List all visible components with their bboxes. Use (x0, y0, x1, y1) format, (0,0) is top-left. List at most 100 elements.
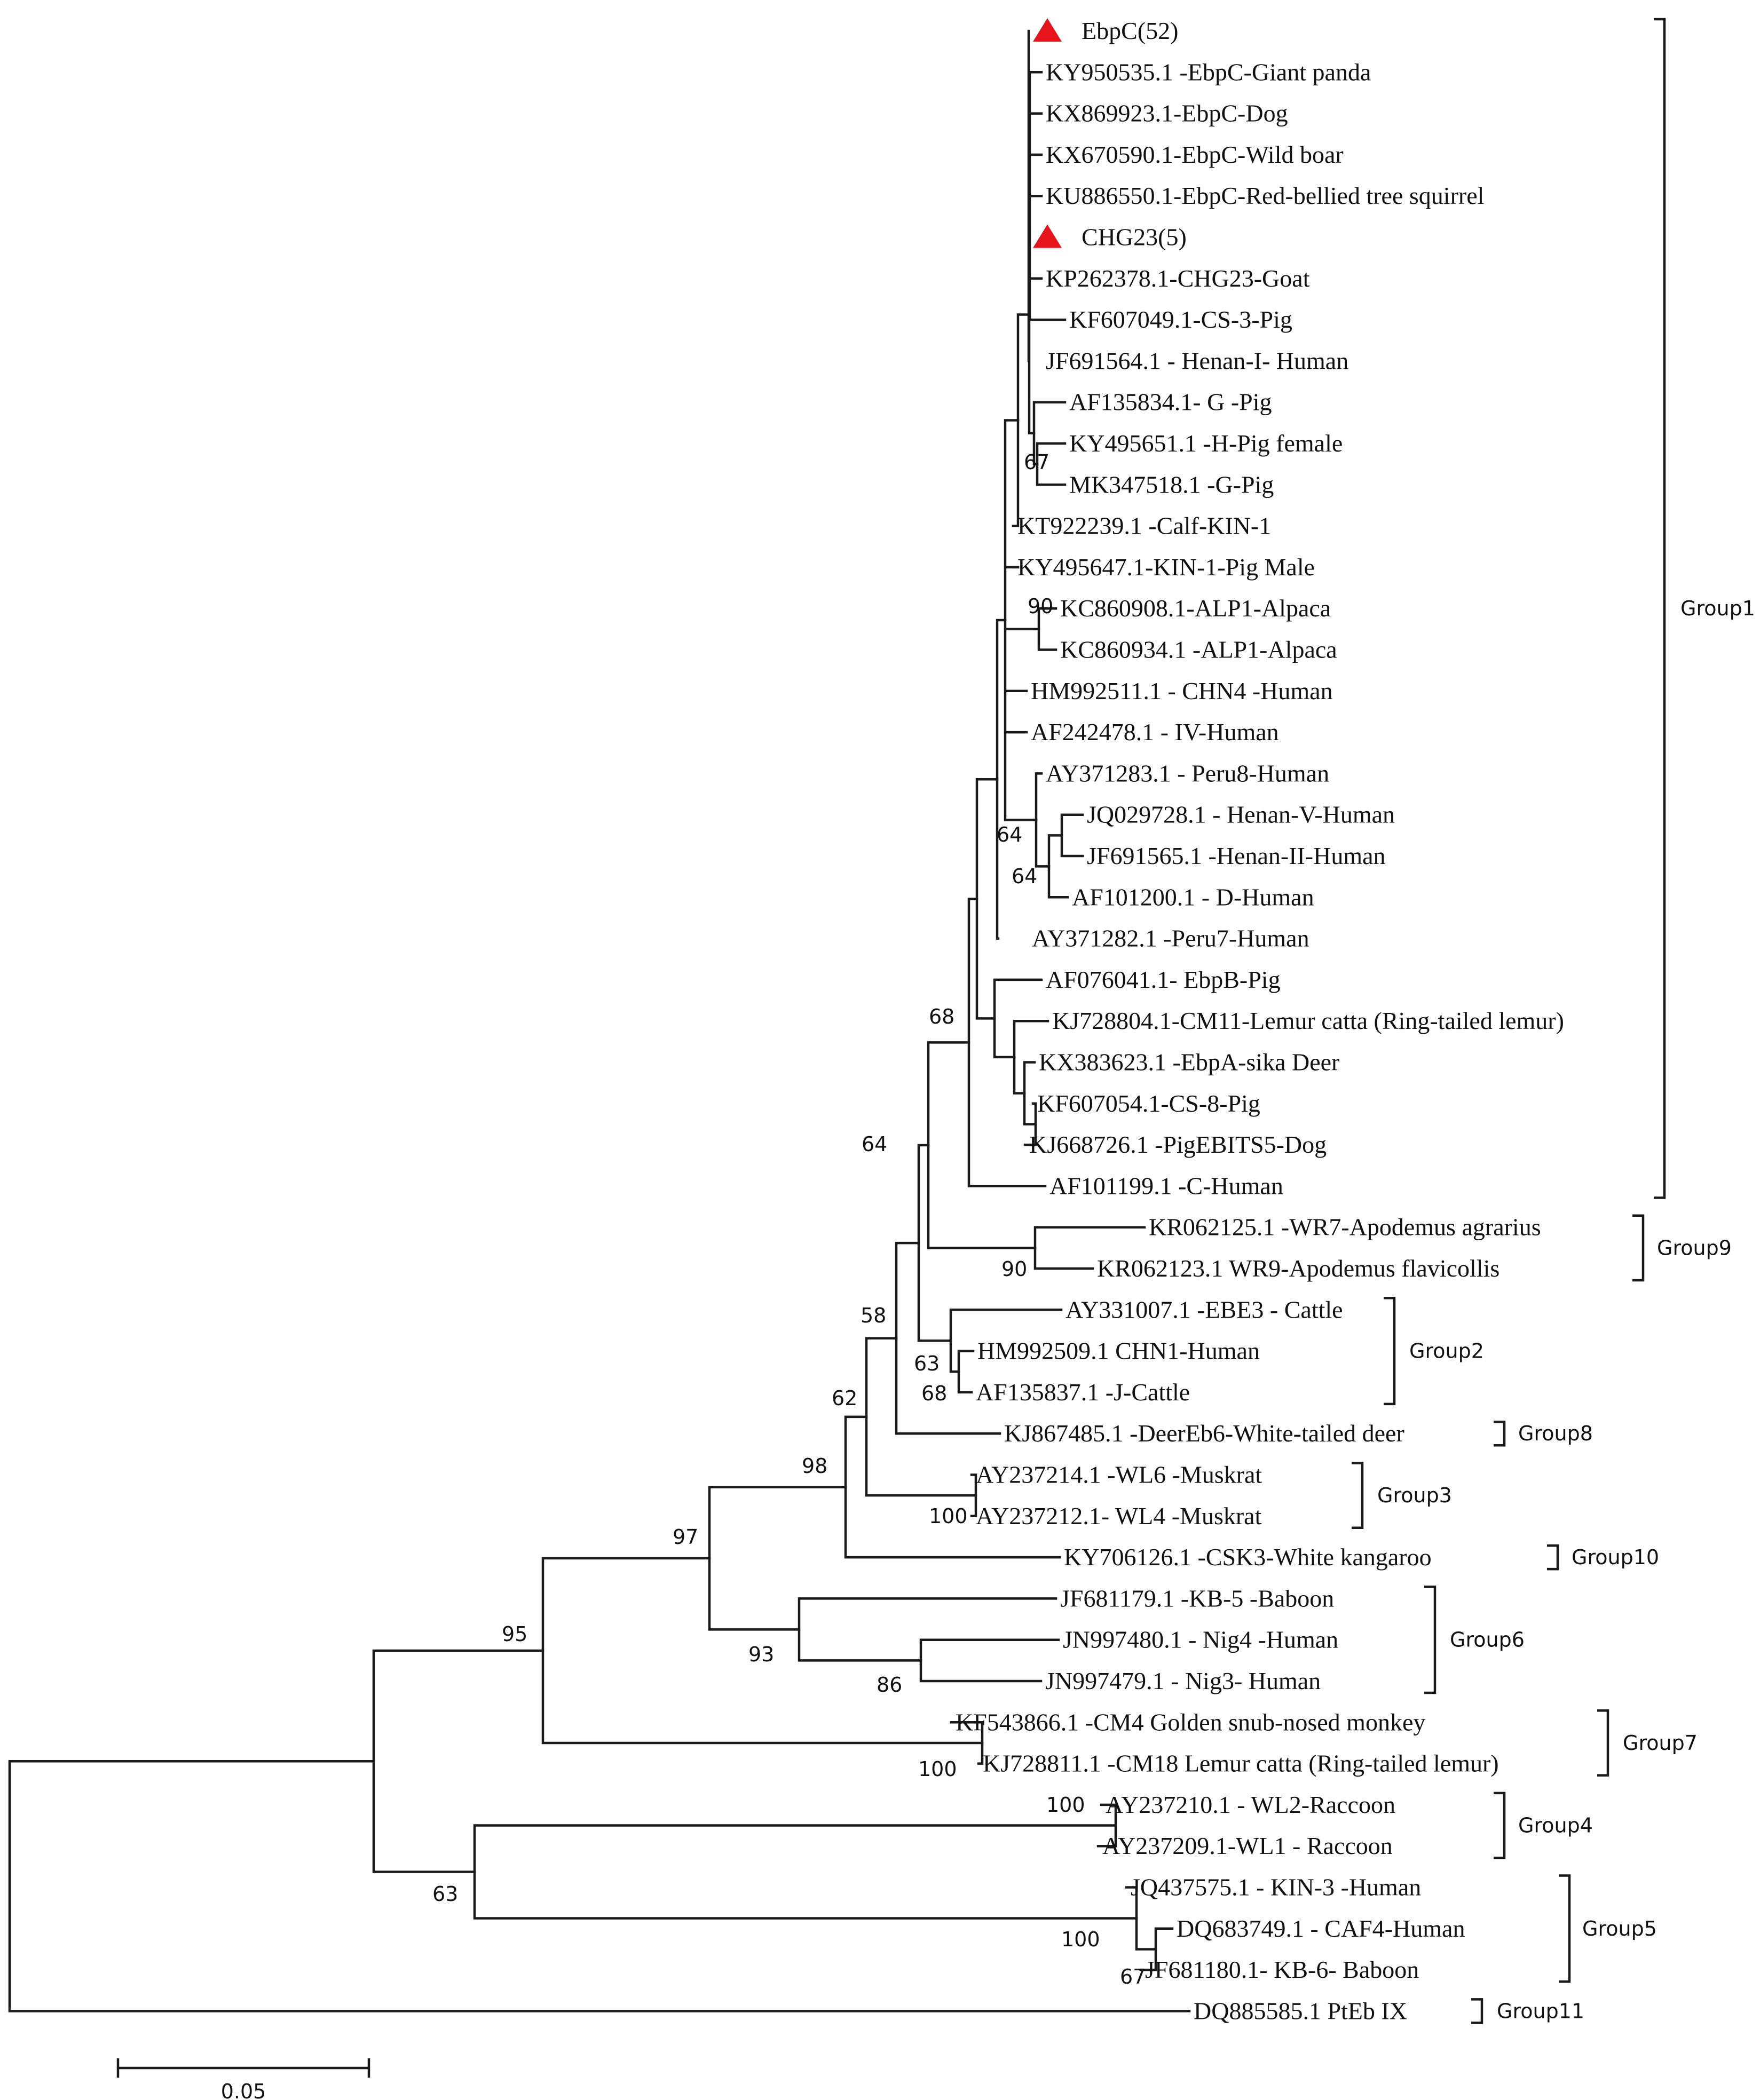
scale-bar: 0.05 (116, 2058, 370, 2100)
taxon-label: JF691564.1 - Henan-I- Human (1046, 347, 1348, 374)
taxon-label: AY237210.1 - WL2-Raccoon (1106, 1791, 1395, 1818)
taxon-label: AY371283.1 - Peru8-Human (1046, 759, 1329, 787)
bootstrap-value: 62 (832, 1386, 857, 1410)
branch-s1 (957, 1350, 975, 1394)
group-bracket (1547, 1544, 1559, 1571)
bootstrap-value: 90 (1001, 1257, 1027, 1281)
taxon-label: AF135837.1 -J-Cattle (976, 1378, 1190, 1406)
taxon-label: JQ437575.1 - KIN-3 -Human (1131, 1874, 1421, 1901)
bootstrap-value: 90 (1028, 595, 1053, 618)
taxon-label: AF101200.1 - D-Human (1072, 883, 1314, 910)
group-label: Group4 (1518, 1814, 1593, 1837)
group-brackets (1352, 18, 1666, 2024)
group-bracket (1424, 1586, 1437, 1694)
branch-n3 (927, 1041, 1037, 1249)
bootstrap-value: 64 (997, 823, 1022, 846)
group-bracket (1471, 1998, 1483, 2024)
bootstrap-value: 63 (914, 1352, 940, 1375)
taxon-label: AY237209.1-WL1 - Raccoon (1102, 1832, 1393, 1859)
branch-j (798, 1597, 1057, 1662)
taxon-label: HM992511.1 - CHN4 -Human (1031, 677, 1333, 704)
group-label: Group1 (1680, 597, 1755, 620)
bootstrap-value: 67 (1024, 450, 1049, 474)
taxon-label: KF607054.1-CS-8-Pig (1037, 1090, 1260, 1117)
bootstrap-value: 97 (673, 1525, 698, 1549)
branch-v (473, 1824, 1138, 1920)
bootstrap-value: 68 (929, 1005, 954, 1028)
taxon-label: JF691565.1 -Henan-II-Human (1087, 842, 1386, 869)
branch-n2 (917, 1144, 952, 1342)
group-bracket (1559, 1874, 1571, 1983)
taxon-label: KJ867485.1 -DeerEb6-White-tailed deer (1004, 1420, 1404, 1447)
taxon-label: AF135834.1- G -Pig (1069, 389, 1272, 416)
taxon-label: KJ728804.1-CM11-Lemur catta (Ring-tailed… (1052, 1007, 1564, 1034)
taxon-label: KT922239.1 -Calf-KIN-1 (1017, 512, 1271, 540)
group-bracket (1494, 1792, 1506, 1859)
group-label: Group3 (1377, 1484, 1452, 1507)
taxon-label: AY371282.1 -Peru7-Human (1032, 925, 1309, 952)
group-label: Group11 (1497, 1999, 1584, 2023)
taxon-label: KC860908.1-ALP1-Alpaca (1060, 595, 1331, 622)
group-label: Group10 (1572, 1546, 1659, 1569)
taxon-label: AF076041.1- EbpB-Pig (1046, 966, 1281, 993)
taxon-label: DQ683749.1 - CAF4-Human (1177, 1915, 1465, 1942)
taxon-label: MK347518.1 -G-Pig (1069, 471, 1274, 498)
taxon-label: KY950535.1 -EbpC-Giant panda (1046, 58, 1371, 85)
highlight-markers (1033, 18, 1062, 248)
bootstrap-value: 100 (1061, 1928, 1100, 1951)
group-label: Group7 (1623, 1731, 1698, 1755)
taxon-label: AY331007.1 -EBE3 - Cattle (1066, 1296, 1343, 1323)
bootstrap-value: 95 (502, 1622, 527, 1646)
taxon-label: KF607049.1-CS-3-Pig (1069, 306, 1292, 333)
branch-g3 (1060, 813, 1084, 858)
group-bracket (1654, 18, 1666, 1199)
branch-a (1004, 419, 1040, 821)
taxon-label: JF681180.1- KB-6- Baboon (1145, 1956, 1419, 1983)
taxon-label: KJ668726.1 -PigEBITS5-Dog (1029, 1131, 1327, 1158)
group-bracket (1494, 1420, 1506, 1447)
taxon-label: AF101199.1 -C-Human (1049, 1172, 1283, 1199)
taxon-label: CHG23(5) (1082, 224, 1187, 251)
red-triangle-icon (1033, 18, 1062, 42)
taxon-label: AF242478.1 - IV-Human (1031, 718, 1279, 746)
group-labels: Group1 Group9 Group2 Group8 Group3 Group10 Gro… (1377, 597, 1755, 2023)
taxon-labels: EbpC(52) KY950535.1 -EbpC-Giant panda KX86… (956, 17, 1564, 2024)
taxon-label: JN997480.1 - Nig4 -Human (1063, 1626, 1338, 1653)
scale-bar-label: 0.05 (221, 2080, 266, 2100)
taxon-label: AY237214.1 -WL6 -Muskrat (976, 1461, 1262, 1488)
group-label: Group2 (1409, 1340, 1484, 1363)
bootstrap-value: 58 (861, 1304, 886, 1327)
taxon-label: JF681179.1 -KB-5 -Baboon (1060, 1584, 1334, 1612)
bootstrap-value: 64 (1012, 865, 1037, 888)
bootstrap-value: 100 (918, 1757, 957, 1781)
taxon-label: KX869923.1-EbpC-Dog (1046, 100, 1288, 127)
bootstrap-value: 67 (1120, 1965, 1146, 1988)
red-triangle-icon (1033, 224, 1062, 248)
taxon-label: KR062123.1 WR9-Apodemus flavicollis (1097, 1255, 1499, 1282)
bootstrap-value: 93 (748, 1643, 774, 1666)
branch-h2 (1023, 1061, 1037, 1126)
taxon-label: KX670590.1-EbpC-Wild boar (1046, 141, 1344, 168)
bootstrap-value: 100 (1046, 1793, 1085, 1817)
branch-H (993, 978, 1043, 1059)
group-label: Group9 (1657, 1236, 1732, 1259)
branch-W (372, 1649, 544, 1873)
bootstrap-value: 86 (877, 1673, 902, 1697)
scale-bar-line (116, 2058, 370, 2078)
branch-q (708, 1486, 847, 1631)
group-bracket (1597, 1709, 1609, 1777)
group-bracket (1632, 1214, 1645, 1282)
taxon-label: KX383623.1 -EbpA-sika Deer (1039, 1049, 1339, 1076)
taxon-label: KR062125.1 -WR7-Apodemus agrarius (1149, 1214, 1541, 1241)
group-bracket (1384, 1297, 1396, 1406)
taxon-label: KJ728811.1 -CM18 Lemur catta (Ring-taile… (983, 1750, 1499, 1777)
bootstrap-value: 68 (921, 1382, 947, 1405)
branch-R (8, 1760, 1191, 2012)
bootstrap-value: 64 (862, 1132, 887, 1156)
group-bracket (1352, 1462, 1364, 1530)
group-label: Group5 (1582, 1917, 1657, 1940)
taxon-label: KC860934.1 -ALP1-Alpaca (1060, 636, 1337, 663)
bootstrap-value: 98 (802, 1454, 827, 1478)
taxon-label: AY237212.1- WL4 -Muskrat (976, 1502, 1262, 1530)
